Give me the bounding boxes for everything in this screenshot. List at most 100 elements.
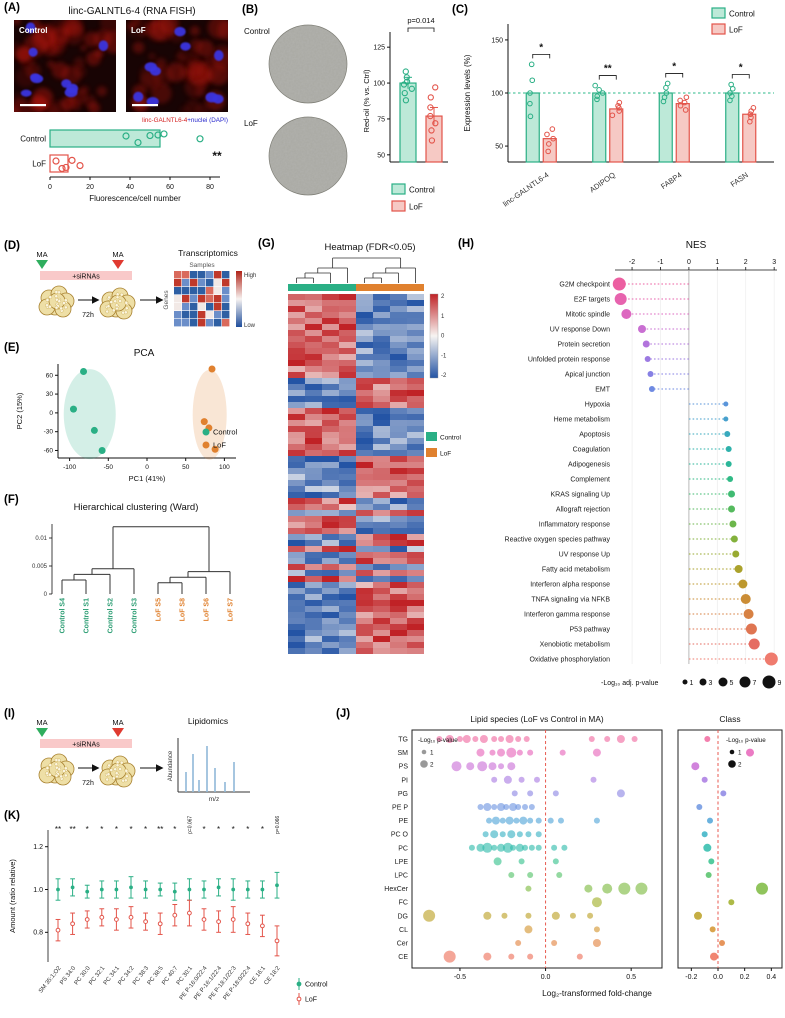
heatmap-cell — [322, 540, 339, 546]
heatmap-cell — [339, 414, 356, 420]
data-point — [403, 74, 410, 81]
x-category-label: linc-GALNTL6-4 — [501, 170, 550, 208]
heatmap-cell — [407, 534, 424, 540]
nes-dot — [740, 594, 751, 604]
heatmap-cell — [373, 480, 390, 486]
text-label: 60 — [46, 372, 54, 379]
heatmap-cell — [288, 312, 305, 318]
heatmap-cell — [305, 546, 322, 552]
heatmap-cell — [305, 594, 322, 600]
bar-lof — [675, 103, 690, 163]
legend-swatch — [391, 200, 406, 212]
heatmap-cell — [288, 402, 305, 408]
significance: * — [173, 825, 176, 834]
bar-control — [725, 92, 740, 163]
panel-f-label: (F) — [4, 494, 19, 506]
legend-size-dot — [739, 676, 751, 688]
heatmap-cell — [288, 474, 305, 480]
bar-lof — [742, 113, 757, 163]
heatmap-cell — [339, 636, 356, 642]
colorbar-tick: 2 — [441, 294, 445, 300]
lipid-point — [497, 843, 506, 852]
heatmap-cell — [288, 516, 305, 522]
ma-treatment-arrow-1 — [36, 728, 48, 737]
heatmap-cell — [322, 510, 339, 516]
heatmap-cell — [407, 438, 424, 444]
heatmap-cell — [305, 612, 322, 618]
heatmap-cell — [407, 498, 424, 504]
text-label: 1 — [715, 259, 719, 266]
data-point — [428, 127, 435, 134]
heatmap-cell — [322, 426, 339, 432]
lipid-point — [451, 761, 462, 772]
text-label: 40 — [126, 184, 134, 191]
heatmap-cell — [390, 354, 407, 360]
nucleus — [214, 50, 224, 61]
heatmap-cell — [390, 372, 407, 378]
heatmap-cell — [407, 348, 424, 354]
heatmap-cell — [288, 318, 305, 324]
heatmap-cell — [407, 312, 424, 318]
heatmap-cell — [356, 564, 373, 570]
data-point — [427, 112, 434, 120]
lipid-point — [497, 748, 506, 757]
heatmap-cell — [356, 498, 373, 504]
heatmap-cell — [305, 504, 322, 510]
heatmap-cell — [288, 624, 305, 630]
heatmap-cell — [356, 336, 373, 342]
heatmap-cell — [390, 648, 407, 654]
heatmap-cell — [305, 420, 322, 426]
class-label: SM — [398, 750, 409, 757]
panel-f-canvas: Hierarchical clustering (Ward) 0.01 0.005 0… — [32, 502, 235, 633]
significance: * — [261, 825, 264, 834]
data-point — [609, 112, 616, 119]
heatmap-cell — [373, 318, 390, 324]
class-label: LPC — [394, 873, 408, 880]
legend-title-left: -Log₁₀ p-value — [418, 737, 458, 744]
heatmap-cell — [373, 432, 390, 438]
heatmap-cell — [356, 510, 373, 516]
text-label: 0 — [145, 464, 149, 471]
heatmap-cell — [322, 468, 339, 474]
heatmap-cell — [288, 384, 305, 390]
heatmap-cell — [407, 606, 424, 612]
text-label: -2 — [629, 259, 635, 266]
panel-e-canvas: PCA -100 -50 0 50 100 -60 -30 0 30 60 PC1 (41%) PC2 … — [15, 348, 238, 483]
nucleus — [20, 89, 32, 97]
lipid-point — [476, 843, 485, 852]
heatmap-cell — [305, 522, 322, 528]
duration-label: 72h — [82, 312, 94, 319]
text-label: 150 — [491, 37, 503, 44]
lipid-point — [491, 816, 500, 825]
data-point — [594, 96, 600, 103]
lipid-point — [468, 844, 475, 851]
heatmap-cell — [390, 426, 407, 432]
data-point — [545, 148, 551, 155]
heatmap-cell — [373, 336, 390, 342]
heatmap-cell — [339, 372, 356, 378]
heatmap-cell — [339, 426, 356, 432]
heatmap-cell — [305, 426, 322, 432]
lipid-point — [535, 844, 542, 851]
text-label: 1.2 — [33, 844, 43, 851]
heatmap-cell — [322, 336, 339, 342]
lipid-point — [490, 830, 499, 839]
data-point — [546, 141, 552, 147]
lipid-point — [528, 804, 535, 810]
heatmap-cell — [339, 438, 356, 444]
heatmap-cell — [390, 510, 407, 516]
heatmap-cell — [288, 606, 305, 612]
heatmap-cell — [288, 552, 305, 558]
data-point — [211, 445, 219, 453]
heatmap-cell — [288, 420, 305, 426]
micrograph-caption: linc-GALNTL6-4+nuclei (DAPI) — [142, 117, 228, 124]
heatmap-cell — [356, 366, 373, 372]
heatmap-cell — [373, 600, 390, 606]
heatmap-cell — [356, 396, 373, 402]
lipid-point — [569, 912, 576, 919]
class-label: CL — [399, 927, 408, 934]
heatmap-cell — [288, 480, 305, 486]
heatmap-cell — [356, 606, 373, 612]
heatmap-cell — [288, 642, 305, 648]
caption-red: linc-GALNTL6-4 — [142, 117, 188, 124]
